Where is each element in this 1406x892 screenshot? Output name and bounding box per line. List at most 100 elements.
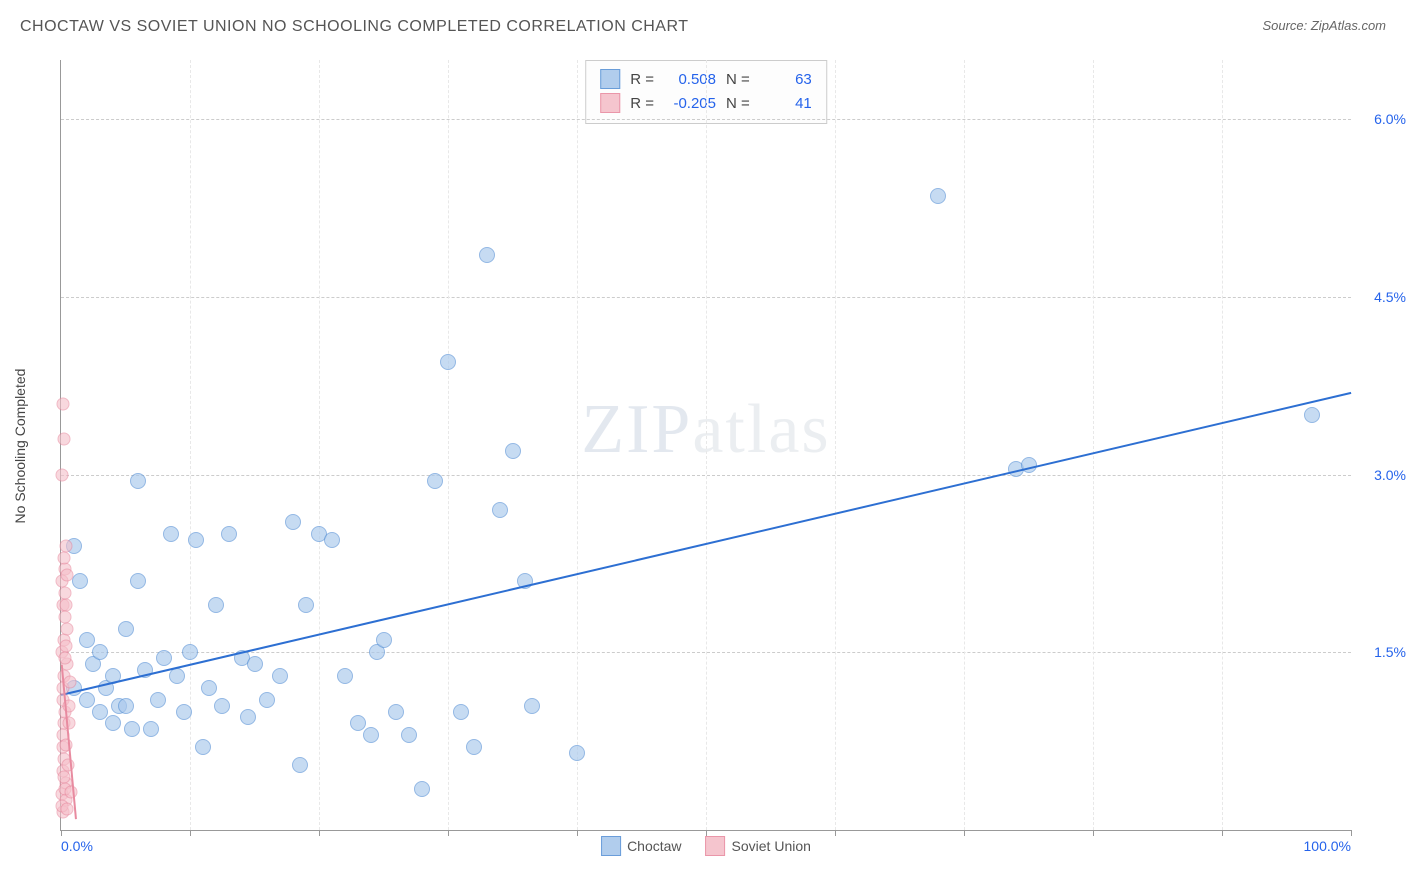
scatter-point-choctaw [72,573,88,589]
scatter-point-choctaw [376,632,392,648]
scatter-point-choctaw [272,668,288,684]
scatter-point-choctaw [150,692,166,708]
x-tick [835,830,836,836]
scatter-point-soviet [57,551,70,564]
scatter-point-soviet [56,468,69,481]
scatter-point-choctaw [79,692,95,708]
scatter-point-choctaw [143,721,159,737]
scatter-point-choctaw [292,757,308,773]
scatter-point-choctaw [427,473,443,489]
gridline-vertical [448,60,449,830]
x-axis-min-label: 0.0% [61,838,93,854]
scatter-point-soviet [59,640,72,653]
x-tick [1351,830,1352,836]
gridline-vertical [706,60,707,830]
x-tick [61,830,62,836]
scatter-point-soviet [56,397,69,410]
gridline-vertical [835,60,836,830]
scatter-point-choctaw [524,698,540,714]
scatter-point-choctaw [124,721,140,737]
r-label: R = [630,95,654,112]
scatter-point-soviet [58,652,71,665]
swatch-soviet [706,836,726,856]
scatter-point-choctaw [221,526,237,542]
scatter-point-soviet [65,786,78,799]
swatch-choctaw [601,836,621,856]
scatter-point-choctaw [388,704,404,720]
scatter-point-choctaw [195,739,211,755]
gridline-vertical [1222,60,1223,830]
scatter-point-choctaw [569,745,585,761]
x-tick [964,830,965,836]
scatter-point-choctaw [479,247,495,263]
scatter-point-choctaw [118,621,134,637]
scatter-point-choctaw [1304,407,1320,423]
scatter-point-choctaw [466,739,482,755]
legend-item-choctaw: Choctaw [601,836,681,856]
gridline-vertical [1093,60,1094,830]
scatter-point-choctaw [182,644,198,660]
scatter-point-soviet [60,622,73,635]
scatter-point-choctaw [105,715,121,731]
scatter-point-choctaw [92,644,108,660]
scatter-point-choctaw [930,188,946,204]
r-value-soviet: -0.205 [664,95,716,112]
scatter-point-choctaw [440,354,456,370]
watermark-zip: ZIP [581,391,692,468]
scatter-point-soviet [59,539,72,552]
scatter-point-choctaw [247,656,263,672]
scatter-point-choctaw [401,727,417,743]
n-label: N = [726,71,750,88]
scatter-point-choctaw [414,781,430,797]
scatter-point-choctaw [118,698,134,714]
x-tick [319,830,320,836]
scatter-point-choctaw [130,573,146,589]
scatter-point-choctaw [240,709,256,725]
plot-area: ZIPatlas R = 0.508 N = 63 R = -0.205 N =… [60,60,1351,831]
scatter-point-soviet [60,598,73,611]
scatter-point-choctaw [324,532,340,548]
watermark-atlas: atlas [692,391,830,468]
x-tick [1222,830,1223,836]
x-tick [1093,830,1094,836]
x-tick [190,830,191,836]
legend-item-soviet: Soviet Union [706,836,811,856]
legend-label-soviet: Soviet Union [732,838,811,854]
source-label: Source: ZipAtlas.com [1262,18,1386,33]
x-axis-max-label: 100.0% [1304,838,1351,854]
scatter-point-soviet [63,717,76,730]
chart-title: CHOCTAW VS SOVIET UNION NO SCHOOLING COM… [20,18,689,36]
gridline-vertical [577,60,578,830]
y-tick-label: 6.0% [1374,111,1406,127]
scatter-point-soviet [57,433,70,446]
scatter-point-choctaw [350,715,366,731]
gridline-vertical [319,60,320,830]
scatter-point-choctaw [176,704,192,720]
y-tick-label: 3.0% [1374,467,1406,483]
x-tick [577,830,578,836]
y-axis-label: No Schooling Completed [12,369,28,524]
scatter-point-choctaw [298,597,314,613]
gridline-vertical [964,60,965,830]
scatter-point-choctaw [337,668,353,684]
swatch-choctaw [600,69,620,89]
scatter-point-choctaw [285,514,301,530]
x-tick [706,830,707,836]
y-tick-label: 4.5% [1374,289,1406,305]
scatter-point-choctaw [492,502,508,518]
scatter-point-choctaw [92,704,108,720]
scatter-point-choctaw [259,692,275,708]
n-label: N = [726,95,750,112]
scatter-point-choctaw [188,532,204,548]
scatter-point-soviet [60,802,73,815]
scatter-point-choctaw [453,704,469,720]
scatter-point-soviet [64,675,77,688]
scatter-point-choctaw [163,526,179,542]
scatter-point-soviet [61,569,74,582]
scatter-point-choctaw [169,668,185,684]
scatter-point-soviet [57,770,70,783]
r-value-choctaw: 0.508 [664,71,716,88]
scatter-point-choctaw [214,698,230,714]
scatter-point-choctaw [156,650,172,666]
scatter-point-choctaw [79,632,95,648]
